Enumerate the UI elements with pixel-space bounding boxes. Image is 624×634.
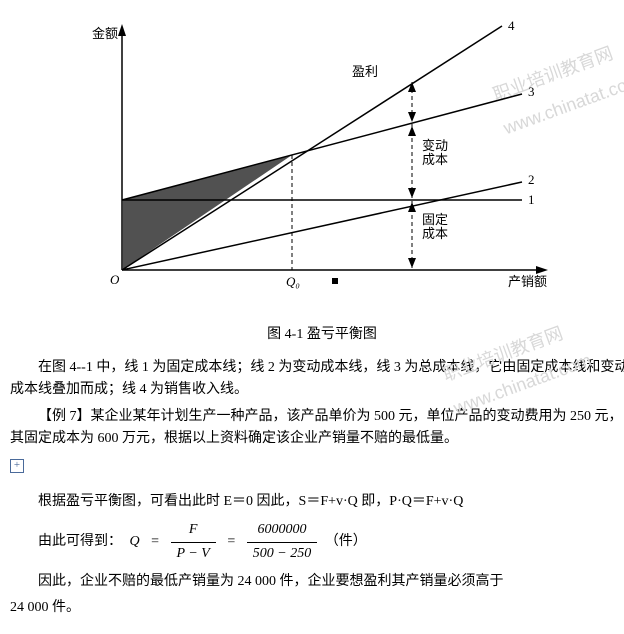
expand-icon[interactable]: + <box>10 459 24 473</box>
formula-lead: 由此可得到： <box>38 531 122 553</box>
varcost-label: 变动成本 <box>422 138 448 167</box>
paragraph-5: 24 000 件。 <box>10 597 624 619</box>
frac2-den: 500 − 250 <box>247 543 317 565</box>
frac2-num: 6000000 <box>247 519 317 542</box>
y-axis-label: 金额 <box>92 26 118 41</box>
eq1: = <box>147 531 163 553</box>
paragraph-1: 在图 4--1 中，线 1 为固定成本线；线 2 为变动成本线，线 3 为总成本… <box>10 357 624 402</box>
paragraph-2: 【例 7】某企业某年计划生产一种产品，该产品单价为 500 元，单位产品的变动费… <box>10 406 624 451</box>
line2-num: 2 <box>528 172 535 187</box>
breakeven-chart: 金额 O Q₀ 产销额 4 3 2 1 盈利 变动成本 固定成本 <box>62 10 582 318</box>
formula-Q: Q <box>126 531 144 553</box>
profit-label: 盈利 <box>352 64 378 79</box>
eq2: = <box>223 531 239 553</box>
fraction-1: F P − V <box>171 519 216 565</box>
q0-label: Q₀ <box>286 274 300 289</box>
fixedcost-label: 固定成本 <box>422 212 448 241</box>
x-axis-label: 产销额 <box>508 274 547 289</box>
paragraph-4: 因此，企业不赔的最低产销量为 24 000 件，企业要想盈利其产销量必须高于 <box>10 571 624 593</box>
line4-num: 4 <box>508 18 515 33</box>
fraction-2: 6000000 500 − 250 <box>247 519 317 565</box>
frac1-den: P − V <box>171 543 216 565</box>
line1-num: 1 <box>528 192 535 207</box>
paragraph-3: 根据盈亏平衡图，可看出此时 E＝0 因此，S＝F+v·Q 即，P·Q＝F+v·Q <box>10 491 624 513</box>
frac1-num: F <box>171 519 216 542</box>
origin-label: O <box>110 272 120 287</box>
chart-caption: 图 4-1 盈亏平衡图 <box>10 324 624 346</box>
line3-num: 3 <box>528 84 535 99</box>
formula-unit: （件） <box>325 531 367 553</box>
formula-row: 由此可得到： Q = F P − V = 6000000 500 − 250 （… <box>10 519 624 565</box>
